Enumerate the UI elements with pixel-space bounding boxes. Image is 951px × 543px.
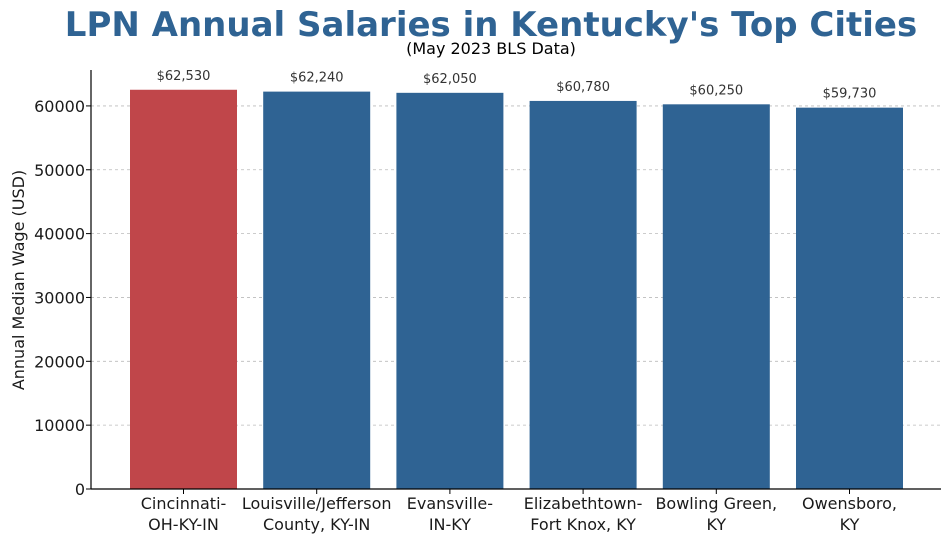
bar-value-label: $59,730 <box>823 87 877 102</box>
x-tick-label: Louisville/Jefferson <box>242 494 392 513</box>
x-tick-label: KY <box>706 515 726 534</box>
y-tick-label: 0 <box>75 480 85 499</box>
y-tick-label: 10000 <box>34 416 85 435</box>
bar <box>529 100 637 489</box>
bar <box>263 91 371 489</box>
bar <box>662 104 770 490</box>
x-tick-label: OH-KY-IN <box>148 515 219 534</box>
bar-value-label: $60,250 <box>689 83 743 98</box>
x-tick-label: KY <box>840 515 860 534</box>
y-tick-label: 30000 <box>34 288 85 307</box>
chart-title: LPN Annual Salaries in Kentucky's Top Ci… <box>65 5 917 45</box>
x-tick-label: Bowling Green, <box>655 494 777 513</box>
y-tick-label: 60000 <box>34 97 85 116</box>
y-tick-label: 50000 <box>34 161 85 180</box>
x-tick-label: Fort Knox, KY <box>530 515 636 534</box>
bar <box>396 92 504 489</box>
bars <box>130 89 903 490</box>
x-tick-label: Elizabethtown- <box>524 494 643 513</box>
labels: 0 10000 20000 30000 40000 50000 60000 $62,530 Ci… <box>34 69 897 534</box>
x-tick-label: Owensboro, <box>802 494 897 513</box>
chart-subtitle: (May 2023 BLS Data) <box>406 39 576 58</box>
y-tick-label: 20000 <box>34 352 85 371</box>
x-tick-label: Evansville- <box>407 494 493 513</box>
bar-value-label: $62,240 <box>290 71 344 86</box>
x-tick-label: IN-KY <box>429 515 471 534</box>
x-tick-label: County, KY-IN <box>263 515 370 534</box>
bar-value-label: $62,530 <box>157 69 211 84</box>
y-tick-label: 40000 <box>34 225 85 244</box>
axes <box>86 70 941 494</box>
bar <box>796 107 903 489</box>
x-tick-label: Cincinnati- <box>141 494 227 513</box>
bar-value-label: $60,780 <box>556 80 610 95</box>
y-axis-label: Annual Median Wage (USD) <box>9 170 28 390</box>
bar <box>130 89 237 490</box>
bar-value-label: $62,050 <box>423 72 477 87</box>
